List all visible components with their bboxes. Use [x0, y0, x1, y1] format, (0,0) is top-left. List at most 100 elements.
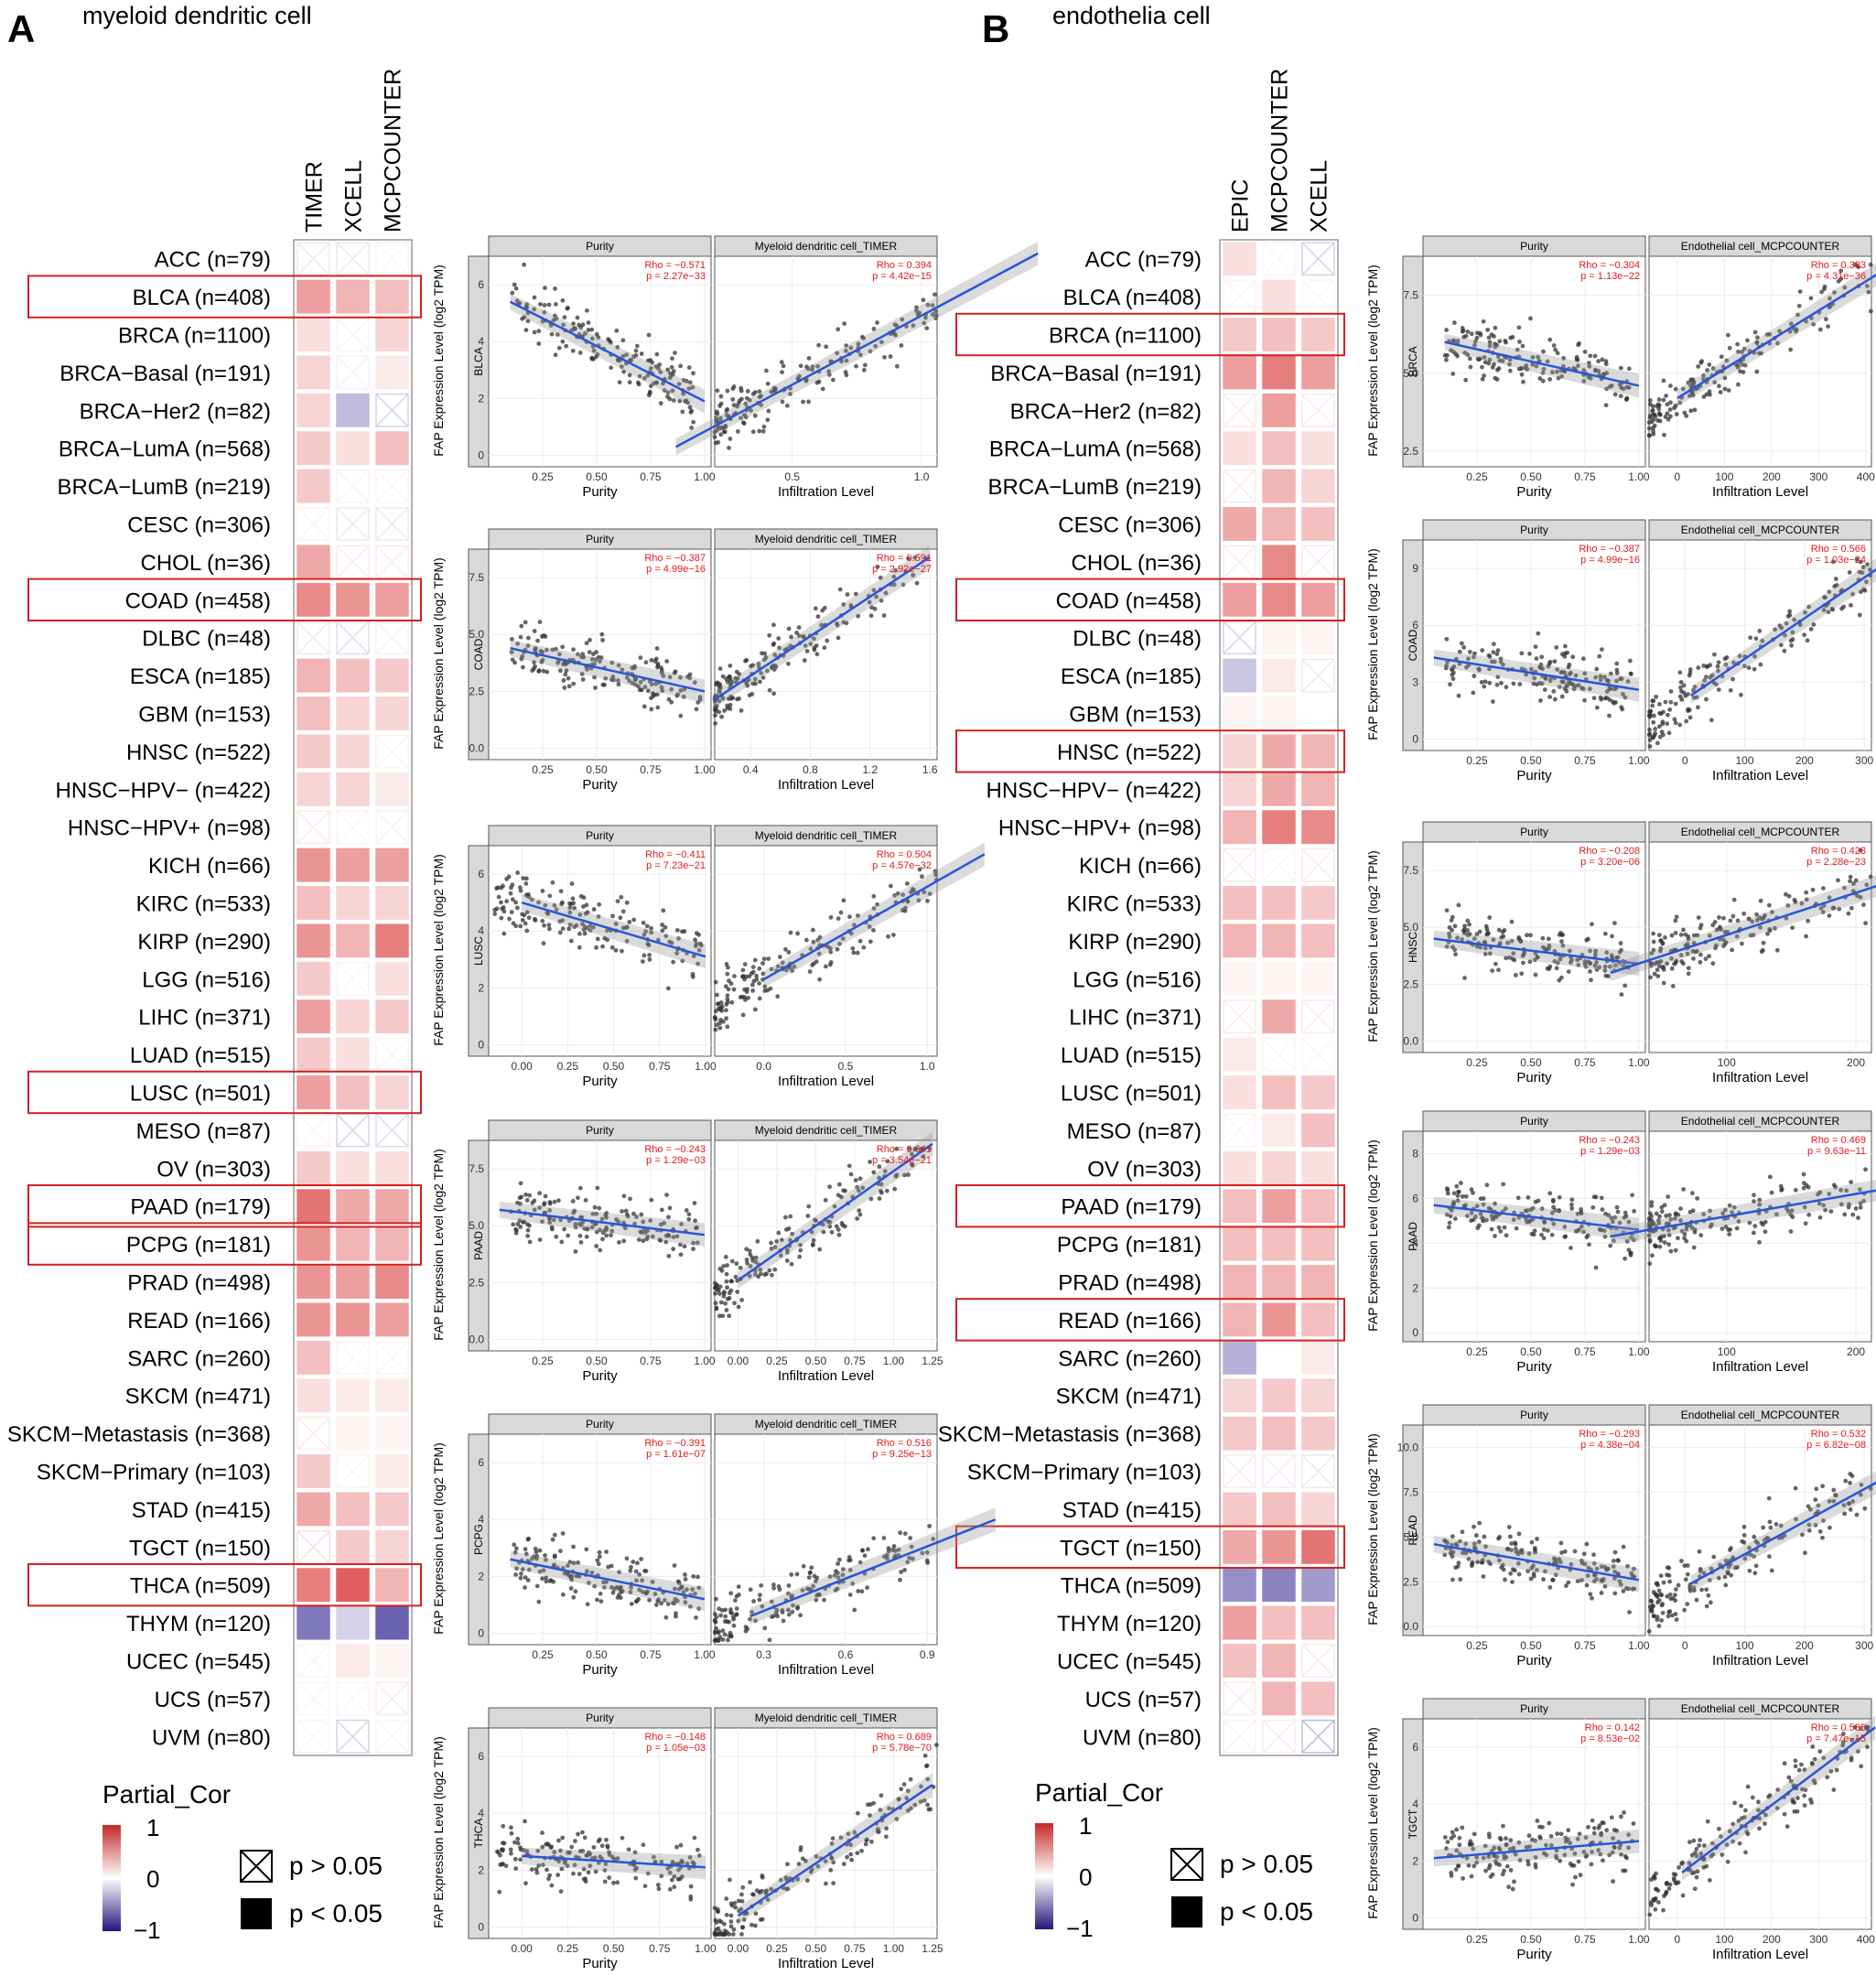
- point: [747, 1248, 752, 1254]
- point: [1560, 932, 1565, 937]
- row-label: KICH (n=66): [148, 854, 271, 879]
- heatmap-cell: [1301, 1226, 1335, 1261]
- point: [899, 1787, 904, 1792]
- point: [658, 1237, 663, 1243]
- point: [1599, 1591, 1604, 1595]
- point: [857, 1212, 863, 1217]
- point: [660, 928, 665, 934]
- trend-line: [762, 853, 986, 981]
- point: [759, 403, 764, 407]
- point: [1600, 357, 1605, 362]
- point: [695, 1847, 700, 1852]
- point: [1730, 913, 1736, 919]
- y-tick-label: 2: [478, 1863, 484, 1876]
- point: [815, 937, 821, 943]
- ns-cross: [1223, 999, 1256, 1033]
- point: [580, 322, 586, 328]
- heatmap-cell: [1262, 1226, 1296, 1261]
- point: [1656, 406, 1662, 412]
- point: [659, 685, 664, 690]
- point: [713, 979, 718, 985]
- point: [781, 1618, 786, 1624]
- x-axis-label: Infiltration Level: [1712, 484, 1808, 500]
- point: [646, 393, 652, 398]
- point: [725, 993, 730, 999]
- point: [1600, 1207, 1605, 1212]
- point: [1802, 1550, 1807, 1556]
- point: [678, 675, 683, 680]
- point: [1670, 1613, 1675, 1618]
- y-axis-label: FAP Expression Level (log2 TPM): [1365, 1139, 1380, 1332]
- point: [727, 1295, 732, 1301]
- row-label: COAD (n=458): [125, 588, 271, 613]
- heatmap-cell: [1262, 961, 1296, 996]
- point: [1801, 1172, 1806, 1177]
- y-tick-label: 2: [478, 392, 484, 405]
- point: [771, 642, 776, 647]
- point: [544, 669, 550, 675]
- point: [801, 399, 805, 405]
- point: [1766, 902, 1772, 908]
- point: [766, 956, 771, 961]
- point: [620, 667, 625, 673]
- row-label: GBM (n=153): [138, 703, 271, 728]
- point: [517, 885, 523, 891]
- point: [922, 1753, 928, 1758]
- point: [801, 1563, 806, 1569]
- point: [1623, 1868, 1628, 1873]
- point: [651, 694, 656, 698]
- row-label: BLCA (n=408): [1063, 286, 1202, 310]
- highlight-box: [955, 312, 1345, 357]
- point: [1624, 396, 1629, 402]
- y-tick-label: 0: [478, 1921, 484, 1934]
- point: [1527, 651, 1532, 656]
- point: [1687, 715, 1693, 720]
- point: [639, 351, 644, 356]
- point: [1549, 1232, 1555, 1237]
- point: [509, 636, 514, 642]
- point: [1695, 705, 1700, 710]
- row-label: KIRP (n=290): [137, 930, 271, 955]
- heatmap-cell: [1223, 1492, 1256, 1527]
- heatmap-cell: [1223, 1529, 1256, 1564]
- y-tick-label: 2.5: [1403, 1575, 1418, 1588]
- point: [1787, 609, 1793, 614]
- y-tick-label: 4: [478, 924, 484, 937]
- y-tick-label: 7.5: [1403, 289, 1418, 302]
- heatmap-cell: [296, 1340, 330, 1375]
- point: [1674, 914, 1679, 920]
- point: [725, 1285, 729, 1290]
- point: [543, 286, 547, 290]
- point: [1480, 648, 1485, 653]
- point: [501, 905, 506, 910]
- point: [556, 345, 562, 351]
- ns-cross: [375, 1681, 409, 1716]
- point: [736, 401, 741, 406]
- point: [1452, 1216, 1458, 1222]
- point: [1655, 974, 1661, 978]
- point: [670, 388, 675, 394]
- point: [1452, 320, 1457, 326]
- heatmap-cell: [1223, 1605, 1256, 1640]
- point: [1696, 364, 1701, 369]
- point: [1612, 392, 1618, 397]
- p-value-label: p = 2.27e−33: [646, 271, 706, 282]
- point: [895, 891, 900, 896]
- point: [1612, 700, 1617, 706]
- point: [789, 1571, 794, 1577]
- point: [1666, 1213, 1672, 1218]
- ns-cross: [336, 621, 370, 654]
- point: [1458, 1181, 1463, 1185]
- ns-cross: [1301, 1720, 1335, 1754]
- point: [881, 1536, 887, 1540]
- point: [1655, 1581, 1660, 1586]
- trend-line: [712, 556, 931, 702]
- point: [1540, 1824, 1545, 1830]
- point: [1654, 1244, 1659, 1249]
- point: [1682, 410, 1687, 416]
- point: [543, 1210, 548, 1215]
- point: [519, 1571, 523, 1576]
- point: [544, 647, 549, 653]
- point: [598, 1599, 604, 1603]
